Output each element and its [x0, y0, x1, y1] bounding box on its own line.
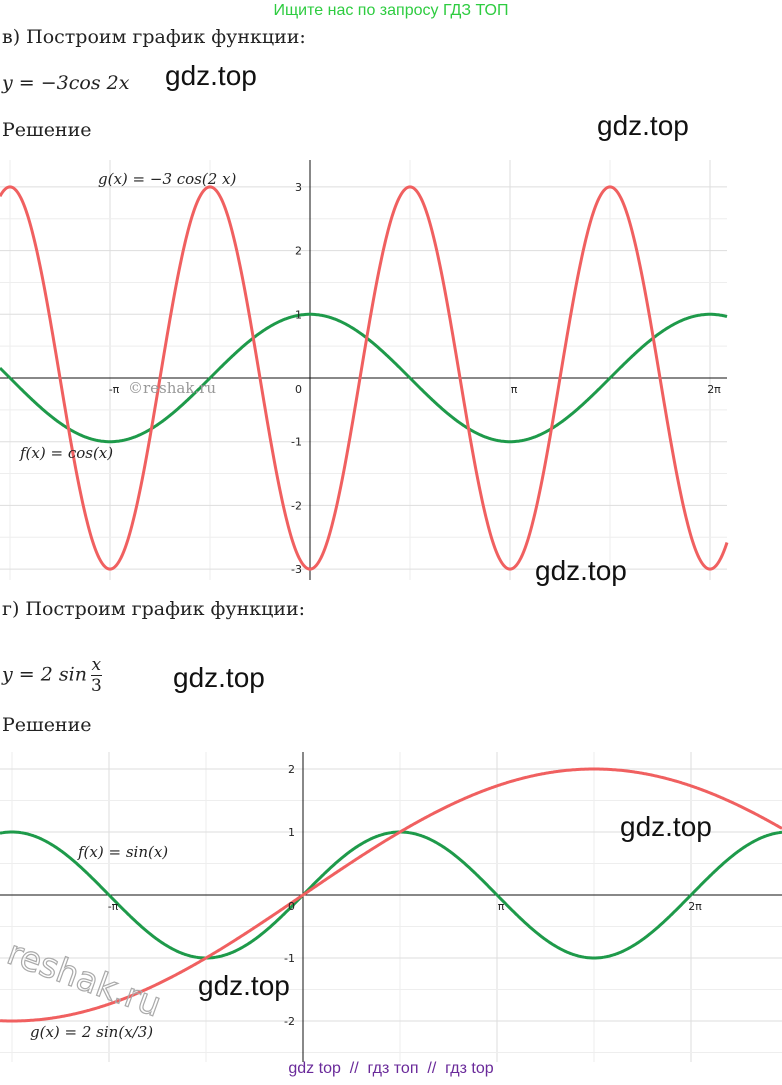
- heading: в) Построим график функции:: [2, 26, 306, 48]
- graph: 2 1 -1 -2 0 -π π 2π f(x) = sin(x) g(x) = 2 sin(x/…: [0, 752, 782, 1062]
- y-tick-label: 2: [295, 245, 302, 258]
- curve: [0, 767, 782, 1023]
- denominator: 3: [90, 676, 102, 696]
- y-tick-label: -2: [284, 1015, 295, 1028]
- y-tick-label: -1: [291, 436, 302, 449]
- watermark: gdz.top: [620, 811, 712, 842]
- footer: gdz top // гдз топ // гдз top: [288, 1060, 494, 1077]
- x-tick-label: π: [511, 383, 518, 396]
- y-tick-label: -3: [291, 563, 302, 576]
- function-label: f(x) = cos(x): [19, 444, 113, 462]
- y-tick-label: 1: [295, 308, 302, 321]
- y-tick-label: 3: [295, 181, 302, 194]
- formula: y = 2 sin x 3: [2, 655, 102, 696]
- x-tick-label: 2π: [688, 900, 702, 913]
- y-tick-label: -1: [284, 952, 295, 965]
- curve: [0, 185, 729, 571]
- x-tick-label: -π: [108, 900, 119, 913]
- solution: Решение: [2, 119, 92, 141]
- x-tick-label: π: [498, 900, 505, 913]
- watermark: gdz.top: [173, 662, 265, 693]
- watermark: gdz.top: [198, 970, 290, 1001]
- numerator: x: [90, 655, 102, 676]
- x-tick-label: 2π: [707, 383, 721, 396]
- formula-prefix: y = 2 sin: [2, 663, 87, 686]
- heading: г) Построим график функции:: [2, 598, 306, 620]
- y-tick-label: 2: [288, 763, 295, 776]
- watermark: gdz.top: [535, 555, 627, 586]
- y-tick-label: 1: [288, 826, 295, 839]
- origin-label: 0: [288, 900, 295, 913]
- function-label: g(x) = 2 sin(x/3): [30, 1023, 153, 1041]
- function-label: g(x) = −3 cos(2 x): [98, 170, 237, 188]
- watermark: gdz.top: [165, 60, 257, 91]
- origin-label: 0: [295, 383, 302, 396]
- banner: Ищите нас по запросу ГДЗ ТОП: [273, 2, 509, 19]
- watermark: gdz.top: [597, 110, 689, 141]
- solution: Решение: [2, 714, 92, 736]
- formula: y = −3cos 2x: [2, 72, 130, 94]
- curve: [0, 830, 782, 960]
- function-label: f(x) = sin(x): [77, 843, 168, 861]
- copyright: ©reshak.ru: [128, 379, 216, 397]
- graph: 3 2 1 -1 -2 -3 0 -π π 2π g(x) = −3 cos(2 x) f(x) = …: [0, 160, 729, 580]
- y-tick-label: -2: [291, 499, 302, 512]
- curve: [0, 312, 728, 444]
- x-tick-label: -π: [109, 383, 120, 396]
